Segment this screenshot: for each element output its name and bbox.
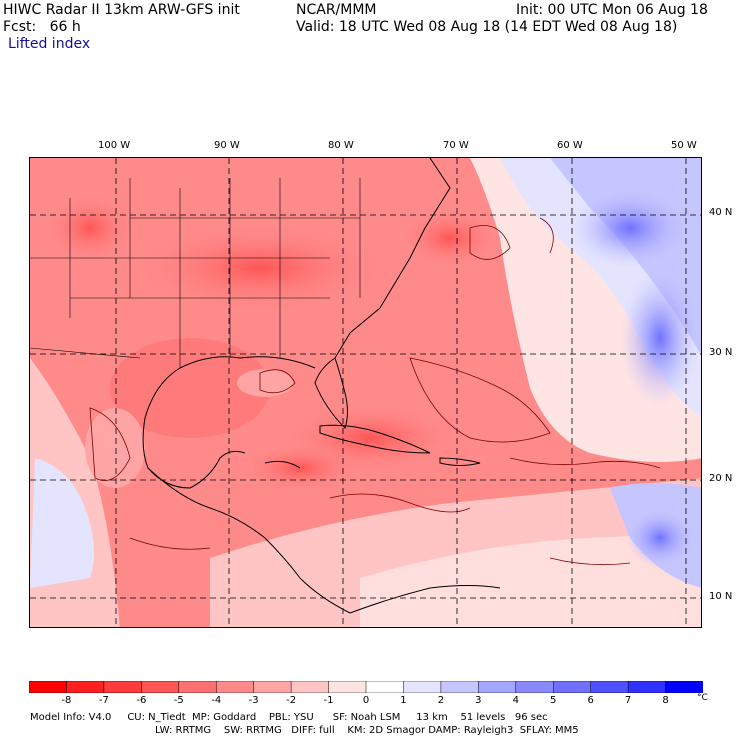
lon-label-70w: 70 W <box>443 140 469 151</box>
colorbar-swatch <box>440 681 480 693</box>
field-blob-blue-southeast <box>625 508 695 568</box>
org-label: NCAR/MMM <box>296 2 377 18</box>
colorbar <box>29 681 703 693</box>
colorbar-label: -5 <box>173 695 184 706</box>
colorbar-label: 2 <box>437 695 445 706</box>
colorbar-label: 0 <box>362 695 370 706</box>
colorbar-label: -7 <box>98 695 109 706</box>
colorbar-swatch <box>515 681 554 693</box>
colorbar-swatch <box>103 681 143 693</box>
lon-label-90w: 90 W <box>214 140 240 151</box>
init-time: Init: 00 UTC Mon 06 Aug 18 <box>516 2 708 18</box>
field-pale-gulf-center <box>237 369 293 397</box>
footer-line-1: Model Info: V4.0 CU: N_Tiedt MP: Goddard… <box>30 712 548 723</box>
colorbar-label: 8 <box>662 695 669 706</box>
graticule <box>30 158 701 627</box>
colorbar-label: -1 <box>323 695 334 706</box>
colorbar-label: -4 <box>211 695 222 706</box>
footer-line-2: LW: RRTMG SW: RRTMG DIFF: full KM: 2D Sm… <box>155 725 579 736</box>
lat-label-20n: 20 N <box>709 473 733 484</box>
field-core-offshore <box>400 208 500 268</box>
colorbar-swatch <box>178 681 217 693</box>
colorbar-swatch <box>328 681 367 693</box>
colorbar-unit: °C <box>697 693 708 703</box>
colorbar-swatch <box>66 681 105 693</box>
coastlines <box>142 158 501 614</box>
field-region-blue-west <box>30 458 94 588</box>
valid-time: Valid: 18 UTC Wed 08 Aug 18 (14 EDT Wed … <box>296 19 678 35</box>
colorbar-label: -8 <box>61 695 72 706</box>
colorbar-label: 6 <box>587 695 594 706</box>
field-name: Lifted index <box>8 36 91 52</box>
field-pale-mexico <box>85 408 145 488</box>
colorbar-swatch <box>29 681 68 693</box>
lat-label-30n: 30 N <box>709 347 733 358</box>
map-svg <box>30 158 701 627</box>
model-title: HIWC Radar II 13km ARW-GFS init <box>3 2 240 18</box>
forecast-hour: Fcst: 66 h <box>3 19 81 35</box>
colorbar-label: -2 <box>286 695 297 706</box>
lon-label-60w: 60 W <box>557 140 583 151</box>
colorbar-label: 4 <box>512 695 519 706</box>
colorbar-swatch <box>141 681 180 693</box>
field-core-gulf <box>110 338 270 438</box>
colorbar-swatch <box>290 681 330 693</box>
colorbar-swatch <box>215 681 255 693</box>
colorbar-label: 1 <box>400 695 407 706</box>
colorbar-swatch <box>552 681 592 693</box>
field-core-west <box>45 193 135 263</box>
colorbar-label: 7 <box>624 695 632 706</box>
colorbar-swatch <box>478 681 517 693</box>
colorbar-label: 3 <box>475 695 482 706</box>
lon-label-80w: 80 W <box>328 140 354 151</box>
lifted-index-map <box>29 157 702 628</box>
colorbar-swatch <box>403 681 442 693</box>
field-core-southeast-us <box>130 223 390 313</box>
lon-label-100w: 100 W <box>98 140 131 151</box>
colorbar-swatch <box>365 681 405 693</box>
field-region-neutral-south <box>360 528 701 627</box>
field-blob-blue-east <box>620 268 700 408</box>
colorbar-swatch <box>590 681 629 693</box>
colorbar-swatch <box>627 681 667 693</box>
political-borders <box>30 178 361 368</box>
colorbar-swatch <box>665 681 703 693</box>
colorbar-label: -6 <box>136 695 147 706</box>
lat-label-10n: 10 N <box>709 591 733 602</box>
colorbar-label: 5 <box>550 695 557 706</box>
colorbar-swatch <box>253 681 292 693</box>
lat-label-40n: 40 N <box>709 207 733 218</box>
lon-label-50w: 50 W <box>671 140 697 151</box>
field-blob-blue-north <box>570 188 690 268</box>
colorbar-label: -3 <box>248 695 259 706</box>
